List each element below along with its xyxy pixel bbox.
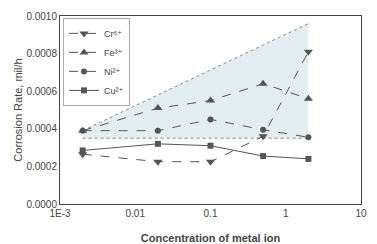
svg-text:0.0010: 0.0010: [26, 11, 57, 22]
svg-text:0.0000: 0.0000: [26, 199, 57, 210]
svg-text:10: 10: [355, 208, 367, 219]
svg-text:0.0004: 0.0004: [26, 123, 57, 134]
svg-text:Ni²⁺: Ni²⁺: [104, 67, 120, 77]
svg-text:0.0006: 0.0006: [26, 86, 57, 97]
svg-text:Corrosion Rate, mil/h: Corrosion Rate, mil/h: [12, 58, 24, 161]
svg-text:0.0008: 0.0008: [26, 48, 57, 59]
svg-text:1: 1: [283, 208, 289, 219]
svg-text:Fe³⁺: Fe³⁺: [104, 48, 123, 58]
svg-text:Cu²⁺: Cu²⁺: [104, 86, 124, 96]
svg-text:Cr⁶⁺: Cr⁶⁺: [104, 29, 122, 39]
svg-text:0.01: 0.01: [126, 208, 146, 219]
svg-text:0.1: 0.1: [204, 208, 218, 219]
svg-text:Concentration of metal ion: Concentration of metal ion: [141, 232, 281, 244]
svg-text:0.0002: 0.0002: [26, 161, 57, 172]
svg-text:1E-3: 1E-3: [49, 208, 71, 219]
